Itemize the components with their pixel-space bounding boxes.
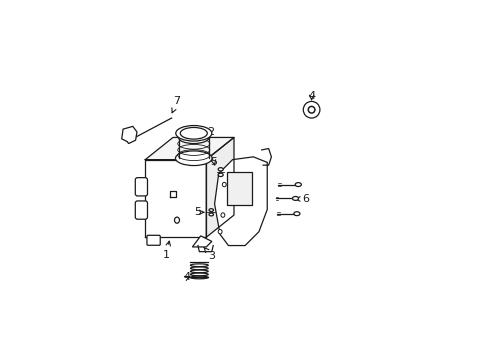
Polygon shape: [206, 138, 233, 237]
Text: 1: 1: [162, 241, 170, 260]
Polygon shape: [192, 236, 211, 247]
Ellipse shape: [208, 213, 213, 216]
Text: 2: 2: [201, 127, 214, 137]
Text: 4: 4: [307, 91, 314, 101]
Ellipse shape: [222, 183, 226, 187]
Text: 5: 5: [194, 207, 203, 217]
Ellipse shape: [175, 126, 211, 141]
FancyBboxPatch shape: [135, 201, 147, 219]
Ellipse shape: [221, 213, 224, 217]
Polygon shape: [226, 172, 251, 205]
Polygon shape: [145, 159, 206, 237]
Ellipse shape: [175, 151, 212, 166]
Ellipse shape: [218, 229, 222, 234]
Polygon shape: [122, 126, 137, 144]
Polygon shape: [214, 157, 267, 246]
Polygon shape: [145, 138, 233, 159]
Ellipse shape: [180, 127, 207, 139]
FancyBboxPatch shape: [135, 177, 147, 196]
Ellipse shape: [218, 168, 223, 171]
FancyBboxPatch shape: [146, 235, 160, 245]
Ellipse shape: [208, 209, 213, 211]
Ellipse shape: [293, 212, 299, 216]
Ellipse shape: [218, 173, 223, 176]
Ellipse shape: [174, 217, 179, 223]
Text: 4: 4: [183, 273, 191, 283]
Text: 6: 6: [295, 194, 309, 204]
Ellipse shape: [307, 107, 314, 113]
Ellipse shape: [295, 183, 301, 186]
Text: 7: 7: [172, 96, 181, 113]
Ellipse shape: [178, 131, 208, 144]
Ellipse shape: [303, 102, 319, 118]
Text: 5: 5: [210, 157, 217, 167]
Text: 3: 3: [203, 247, 215, 261]
Ellipse shape: [292, 197, 298, 201]
